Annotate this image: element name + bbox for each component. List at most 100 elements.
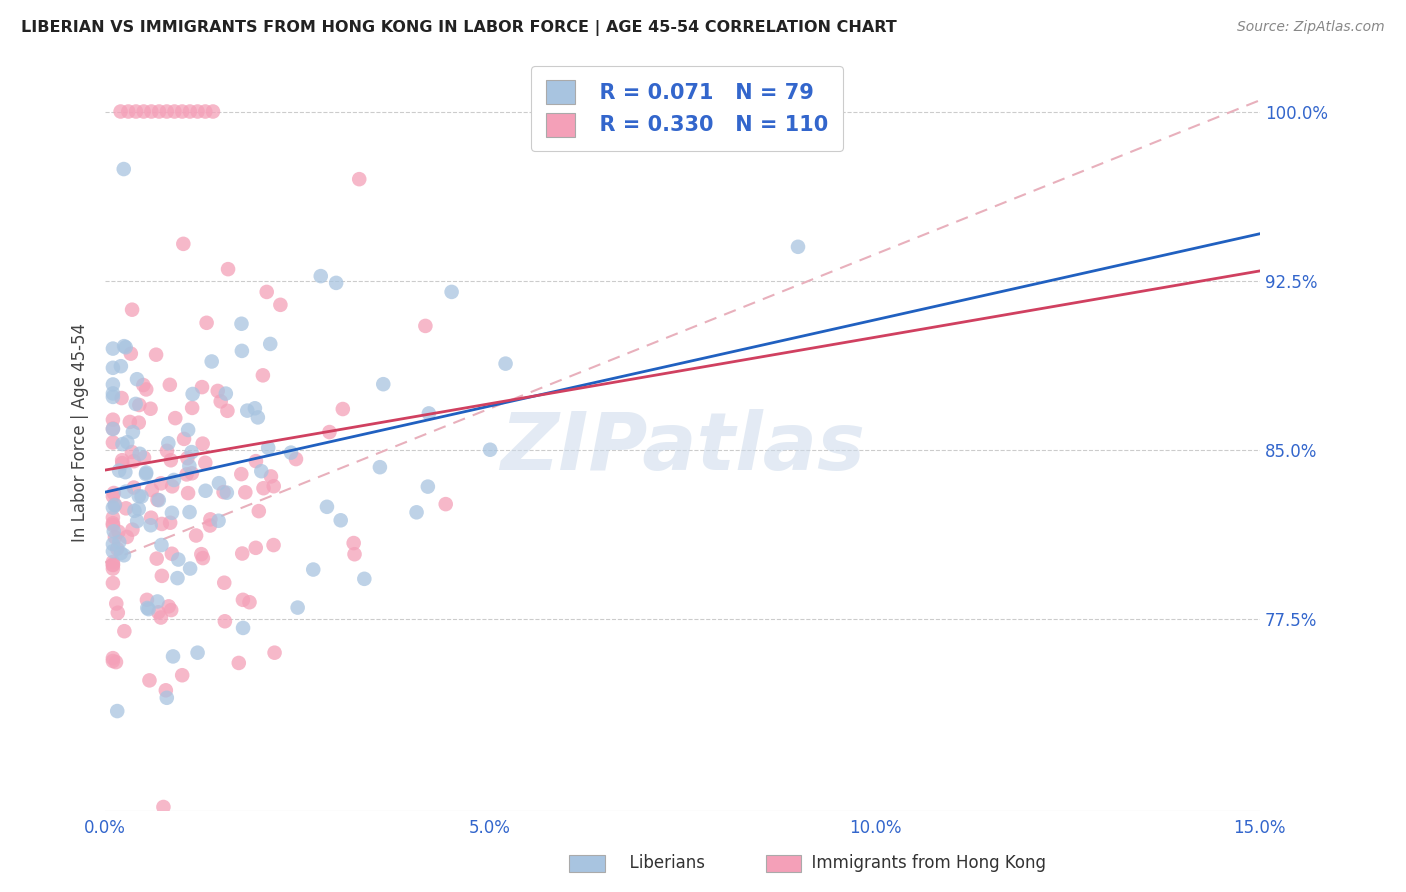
- Point: [103, 486, 125, 500]
- Point: [101, 576, 124, 591]
- Point: [260, 469, 283, 483]
- Text: ZIPatlas: ZIPatlas: [501, 409, 865, 487]
- Point: [105, 597, 128, 611]
- Point: [114, 484, 136, 499]
- Point: [127, 514, 149, 528]
- Point: [111, 437, 134, 451]
- Text: Source: ZipAtlas.com: Source: ZipAtlas.com: [1237, 20, 1385, 34]
- Point: [101, 377, 124, 392]
- Point: [179, 505, 201, 519]
- Point: [110, 104, 132, 119]
- Point: [201, 354, 224, 368]
- Point: [191, 436, 214, 450]
- Point: [160, 547, 183, 561]
- Point: [173, 432, 195, 446]
- Point: [125, 104, 148, 119]
- Point: [141, 483, 163, 498]
- Point: [280, 445, 302, 459]
- Y-axis label: In Labor Force | Age 45-54: In Labor Force | Age 45-54: [72, 323, 89, 542]
- Point: [316, 500, 339, 514]
- Point: [145, 348, 167, 362]
- Point: [200, 512, 222, 526]
- Point: [418, 406, 440, 420]
- Point: [112, 624, 135, 639]
- Point: [111, 456, 134, 470]
- Point: [195, 316, 218, 330]
- Point: [136, 601, 159, 615]
- Point: [131, 490, 153, 504]
- Point: [101, 558, 124, 572]
- Point: [101, 654, 124, 668]
- Point: [110, 359, 132, 374]
- Point: [108, 535, 131, 549]
- Point: [176, 467, 198, 482]
- Point: [150, 569, 173, 583]
- Point: [124, 397, 146, 411]
- Point: [146, 492, 169, 507]
- Point: [181, 387, 204, 401]
- Point: [252, 481, 274, 495]
- Point: [145, 551, 167, 566]
- Point: [405, 505, 427, 519]
- Point: [128, 398, 150, 412]
- Point: [117, 435, 139, 450]
- Point: [111, 453, 134, 467]
- Point: [191, 380, 214, 394]
- Point: [107, 524, 129, 539]
- Point: [479, 442, 502, 457]
- Point: [232, 621, 254, 635]
- Point: [263, 479, 285, 493]
- Point: [179, 104, 201, 119]
- Point: [105, 541, 128, 556]
- Point: [187, 646, 209, 660]
- Point: [135, 467, 157, 481]
- Point: [160, 479, 183, 493]
- Point: [138, 673, 160, 688]
- Point: [121, 302, 143, 317]
- Point: [105, 704, 128, 718]
- Point: [194, 456, 217, 470]
- Point: [101, 422, 124, 436]
- Point: [136, 592, 159, 607]
- Point: [231, 317, 253, 331]
- Point: [217, 404, 239, 418]
- Point: [132, 378, 155, 392]
- Text: Liberians: Liberians: [619, 855, 704, 872]
- Point: [172, 668, 194, 682]
- Point: [101, 544, 124, 558]
- Point: [194, 104, 217, 119]
- Point: [228, 656, 250, 670]
- Point: [121, 523, 143, 537]
- Point: [107, 606, 129, 620]
- Point: [132, 104, 155, 119]
- Point: [103, 524, 125, 539]
- Point: [157, 599, 180, 614]
- Legend:   R = 0.071   N = 79,   R = 0.330   N = 110: R = 0.071 N = 79, R = 0.330 N = 110: [531, 65, 844, 151]
- Point: [495, 357, 517, 371]
- Point: [115, 501, 138, 516]
- Point: [138, 602, 160, 616]
- Point: [112, 548, 135, 562]
- Point: [263, 538, 285, 552]
- Point: [176, 451, 198, 466]
- Point: [104, 498, 127, 512]
- Point: [343, 547, 366, 561]
- Point: [325, 276, 347, 290]
- Point: [180, 445, 202, 459]
- Point: [152, 800, 174, 814]
- Point: [259, 337, 281, 351]
- Point: [101, 489, 124, 503]
- Point: [217, 262, 239, 277]
- Point: [101, 342, 124, 356]
- Point: [104, 498, 127, 512]
- Point: [101, 510, 124, 524]
- Point: [163, 104, 186, 119]
- Point: [122, 481, 145, 495]
- Point: [150, 476, 173, 491]
- Point: [114, 465, 136, 479]
- Point: [167, 552, 190, 566]
- Point: [243, 401, 266, 416]
- Point: [101, 435, 124, 450]
- Point: [101, 518, 124, 533]
- Point: [415, 318, 437, 333]
